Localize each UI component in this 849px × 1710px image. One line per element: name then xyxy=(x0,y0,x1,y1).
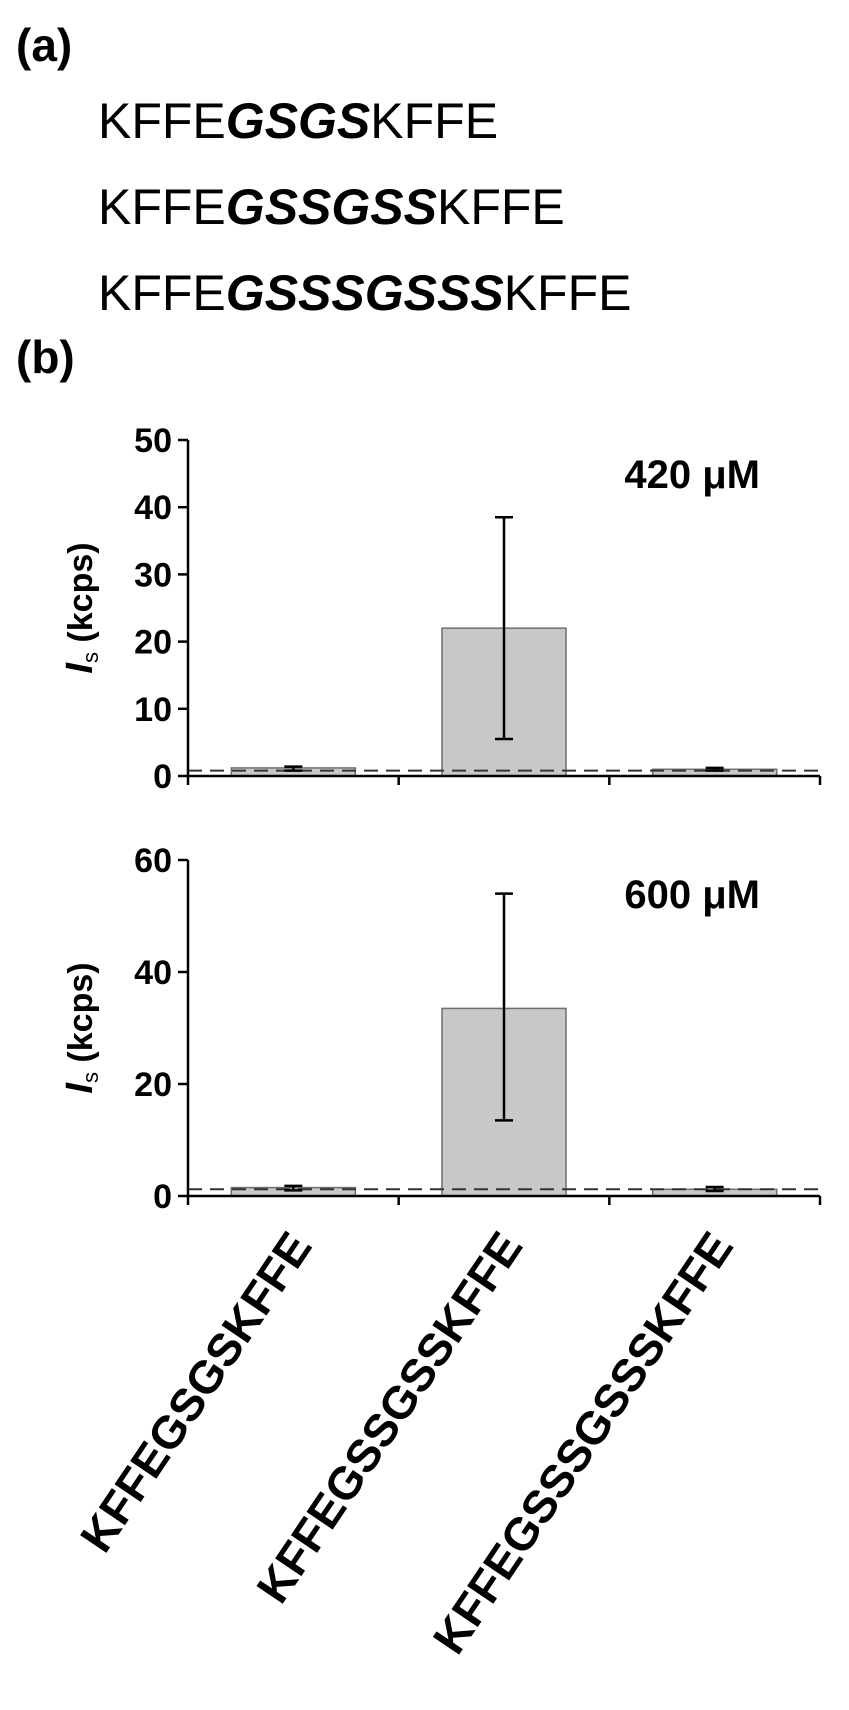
sequence-line: KFFEGSSGSSKFFE xyxy=(98,182,565,232)
y-axis-label-unit: (kcps) xyxy=(62,962,100,1072)
y-tick-label: 20 xyxy=(134,1066,172,1104)
y-tick-label: 10 xyxy=(134,691,172,729)
concentration-annotation: 600 μM xyxy=(624,873,760,917)
sequence-line: KFFEGSGSKFFE xyxy=(98,96,498,146)
y-axis-label: Is (kcps) xyxy=(59,962,103,1093)
sequence-line: KFFEGSSSGSSSKFFE xyxy=(98,268,631,318)
y-axis-label: Is (kcps) xyxy=(59,542,103,673)
error-bar xyxy=(284,1184,303,1192)
error-bar xyxy=(284,765,303,772)
category-label: KFFEGSGSKFFE xyxy=(70,1223,322,1561)
y-tick-label: 0 xyxy=(153,758,172,796)
sequence-suffix: KFFE xyxy=(436,179,565,235)
y-tick-label: 20 xyxy=(134,624,172,662)
panel-a-label: (a) xyxy=(16,19,73,71)
y-tick-label: 60 xyxy=(134,842,172,880)
sequence-suffix: KFFE xyxy=(370,93,499,149)
y-tick-label: 30 xyxy=(134,556,172,594)
panel-b-label: (b) xyxy=(16,331,75,383)
sequence-prefix: KFFE xyxy=(98,265,226,321)
y-axis-label-unit: (kcps) xyxy=(62,542,100,652)
sequence-linker: GSSSGSSS xyxy=(225,265,504,321)
y-axis-label-subscript: s xyxy=(78,1072,103,1083)
y-axis-label-subscript: s xyxy=(78,652,103,663)
sequence-linker: GSGS xyxy=(225,93,371,149)
y-tick-label: 40 xyxy=(134,489,172,527)
y-axis-label-symbol: I xyxy=(59,662,101,674)
error-bar xyxy=(705,766,724,772)
sequence-prefix: KFFE xyxy=(98,93,226,149)
sequence-suffix: KFFE xyxy=(503,265,632,321)
y-tick-label: 40 xyxy=(134,954,172,992)
chart-panel-0: 0 10 20 30 40 50 Is (kcps) 420 μM xyxy=(59,422,822,796)
y-tick-label: 0 xyxy=(153,1178,172,1216)
error-bar xyxy=(495,516,513,741)
sequence-linker: GSSGSS xyxy=(225,179,437,235)
y-axis-label-symbol: I xyxy=(59,1082,101,1094)
concentration-annotation: 420 μM xyxy=(624,453,760,497)
error-bar xyxy=(495,892,513,1122)
sequence-prefix: KFFE xyxy=(98,179,226,235)
error-bar xyxy=(705,1185,724,1193)
y-tick-label: 50 xyxy=(134,422,172,460)
